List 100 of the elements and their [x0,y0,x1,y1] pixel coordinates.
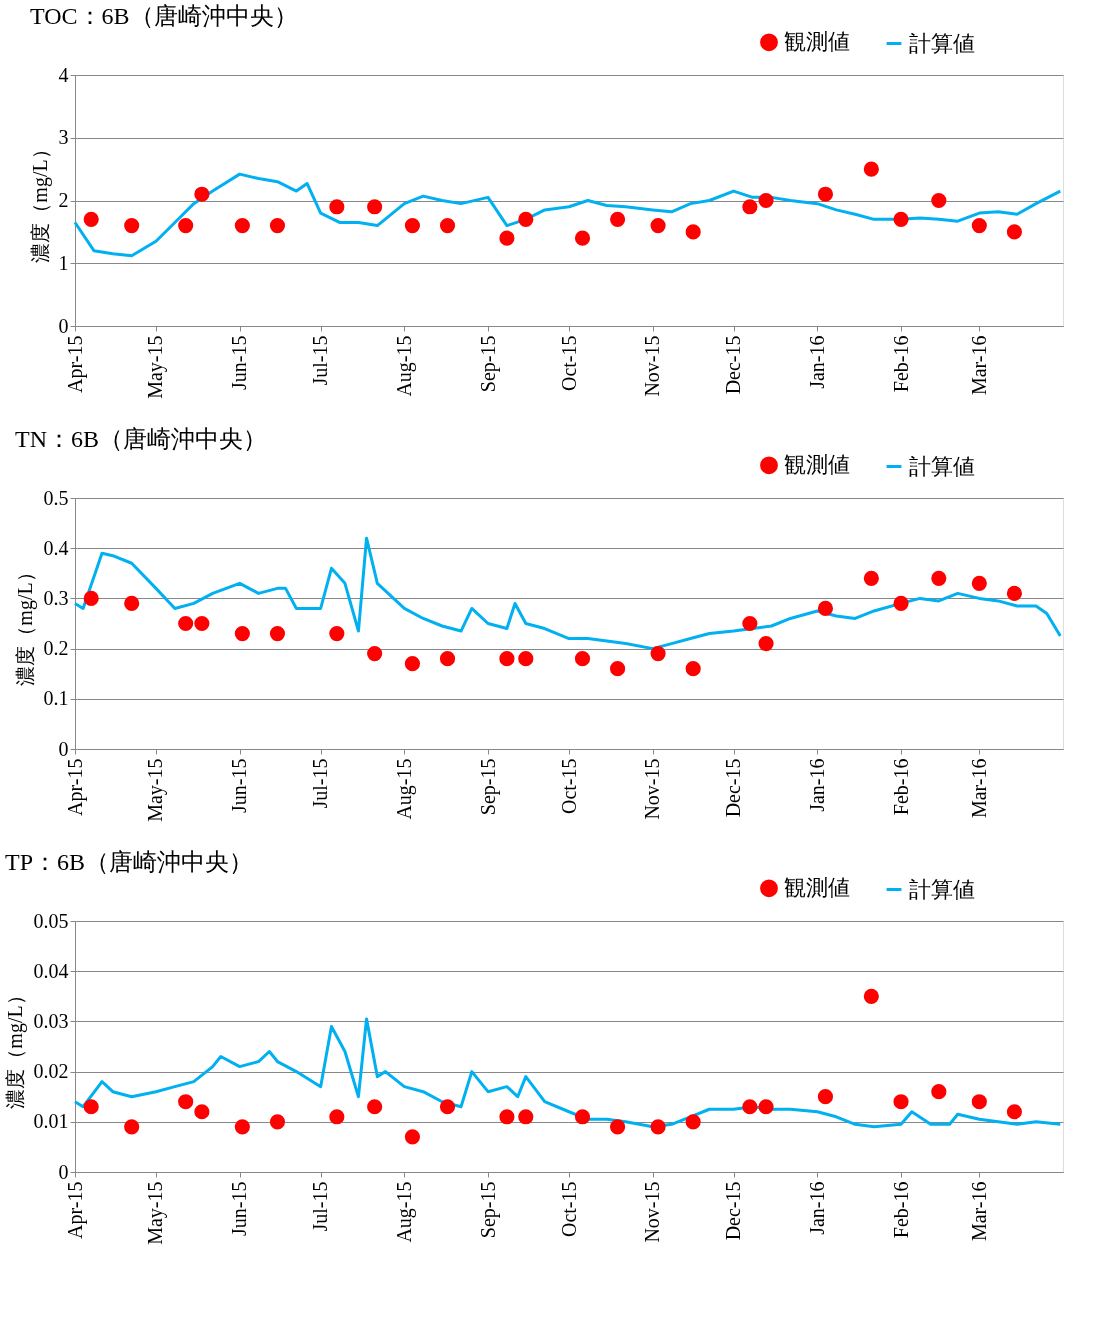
point [124,1119,140,1135]
x-tick-label: Aug-15 [392,758,416,820]
x-tick-label: Mar-16 [967,1181,990,1242]
point [650,646,666,662]
point [367,199,383,215]
point [1006,1104,1022,1120]
point [269,218,286,234]
point [124,218,140,234]
point [758,636,774,652]
point [367,646,383,662]
x-tick-label: May-15 [144,335,168,399]
point [931,1084,947,1100]
point [234,218,250,234]
legend-label: 計算値 [909,876,975,902]
point [574,230,591,246]
point [650,1119,666,1135]
x-tick-label: Jun-15 [228,1181,251,1236]
legend-label: 計算値 [909,30,975,56]
x-tick-label: Oct-15 [557,1181,580,1238]
y-tick-label: 0 [58,1160,69,1183]
x-tick-label: Feb-16 [889,758,912,816]
y-axis-title: 濃度（mg/L） [28,139,52,263]
point [742,199,758,215]
chart-title: TP：6B（唐崎沖中央） [5,849,254,875]
point [817,186,834,202]
x-tick-label: Jul-15 [309,335,332,386]
x-tick-label: Jan-16 [805,335,828,389]
x-tick-label: Dec-15 [722,335,745,395]
point [610,661,626,677]
point [439,1099,456,1115]
point [178,1094,194,1110]
y-tick-label: 0.04 [33,959,69,982]
point [518,211,534,227]
point [610,1119,626,1135]
point [124,595,140,611]
point [574,651,591,667]
x-tick-label: May-15 [144,1181,168,1245]
point [194,615,210,632]
point [758,1099,774,1115]
y-tick-label: 0.4 [43,536,69,559]
x-tick-label: Sep-15 [476,758,500,816]
x-tick-label: Apr-15 [63,1181,87,1239]
x-tick-label: Jul-15 [309,1181,332,1232]
x-tick-label: Sep-15 [476,335,500,393]
x-tick-label: Sep-15 [476,1181,500,1239]
x-tick-label: Apr-15 [63,335,87,393]
point [404,656,421,672]
point [499,230,515,246]
point [518,651,534,667]
chart-title: TN：6B（唐崎沖中央） [15,426,267,452]
point [893,211,909,227]
x-tick-label: Nov-15 [641,335,664,397]
x-tick-label: Jan-16 [805,758,828,812]
point [610,211,626,227]
chart-title: TOC：6B（唐崎沖中央） [30,3,298,29]
x-tick-label: Jan-16 [805,1181,828,1235]
x-tick-label: Mar-16 [967,758,990,819]
y-tick-label: 4 [58,63,69,86]
point [178,615,194,632]
legend-label: 観測値 [784,875,850,901]
point [742,615,758,632]
y-tick-label: 3 [58,126,69,149]
x-tick-label: Dec-15 [722,758,745,818]
x-tick-label: Mar-16 [967,335,990,396]
point [817,600,834,617]
y-tick-label: 0.3 [43,586,69,609]
y-tick-label: 0.2 [43,637,69,660]
y-tick-label: 0 [58,737,69,760]
x-tick-label: May-15 [144,758,168,822]
point [269,1114,286,1130]
point [685,661,701,677]
y-axis-title: 濃度（mg/L） [13,562,37,686]
point [863,570,879,586]
point [574,1109,591,1125]
y-axis-title: 濃度（mg/L） [3,985,27,1109]
point [269,625,286,642]
x-tick-label: Feb-16 [889,1181,912,1239]
x-tick-label: Dec-15 [722,1181,745,1241]
point [329,199,345,215]
x-tick-label: Nov-15 [641,758,664,820]
point [83,211,99,227]
point [817,1089,834,1105]
point [931,192,947,209]
x-tick-label: Feb-16 [889,335,912,393]
point [367,1099,383,1115]
y-tick-label: 0.02 [33,1060,69,1083]
y-tick-label: 0.5 [43,486,69,509]
x-tick-label: Jul-15 [309,758,332,809]
y-tick-label: 0.01 [33,1110,69,1133]
y-tick-label: 1 [58,251,69,274]
line-series [73,172,1062,258]
point [234,1119,250,1135]
point [758,192,774,209]
x-tick-label: Jun-15 [228,758,251,813]
y-tick-label: 0 [58,314,69,337]
point [83,1099,99,1115]
legend-label: 観測値 [784,29,850,55]
legend-label: 計算値 [909,453,975,479]
point [863,988,879,1004]
point [439,218,456,234]
